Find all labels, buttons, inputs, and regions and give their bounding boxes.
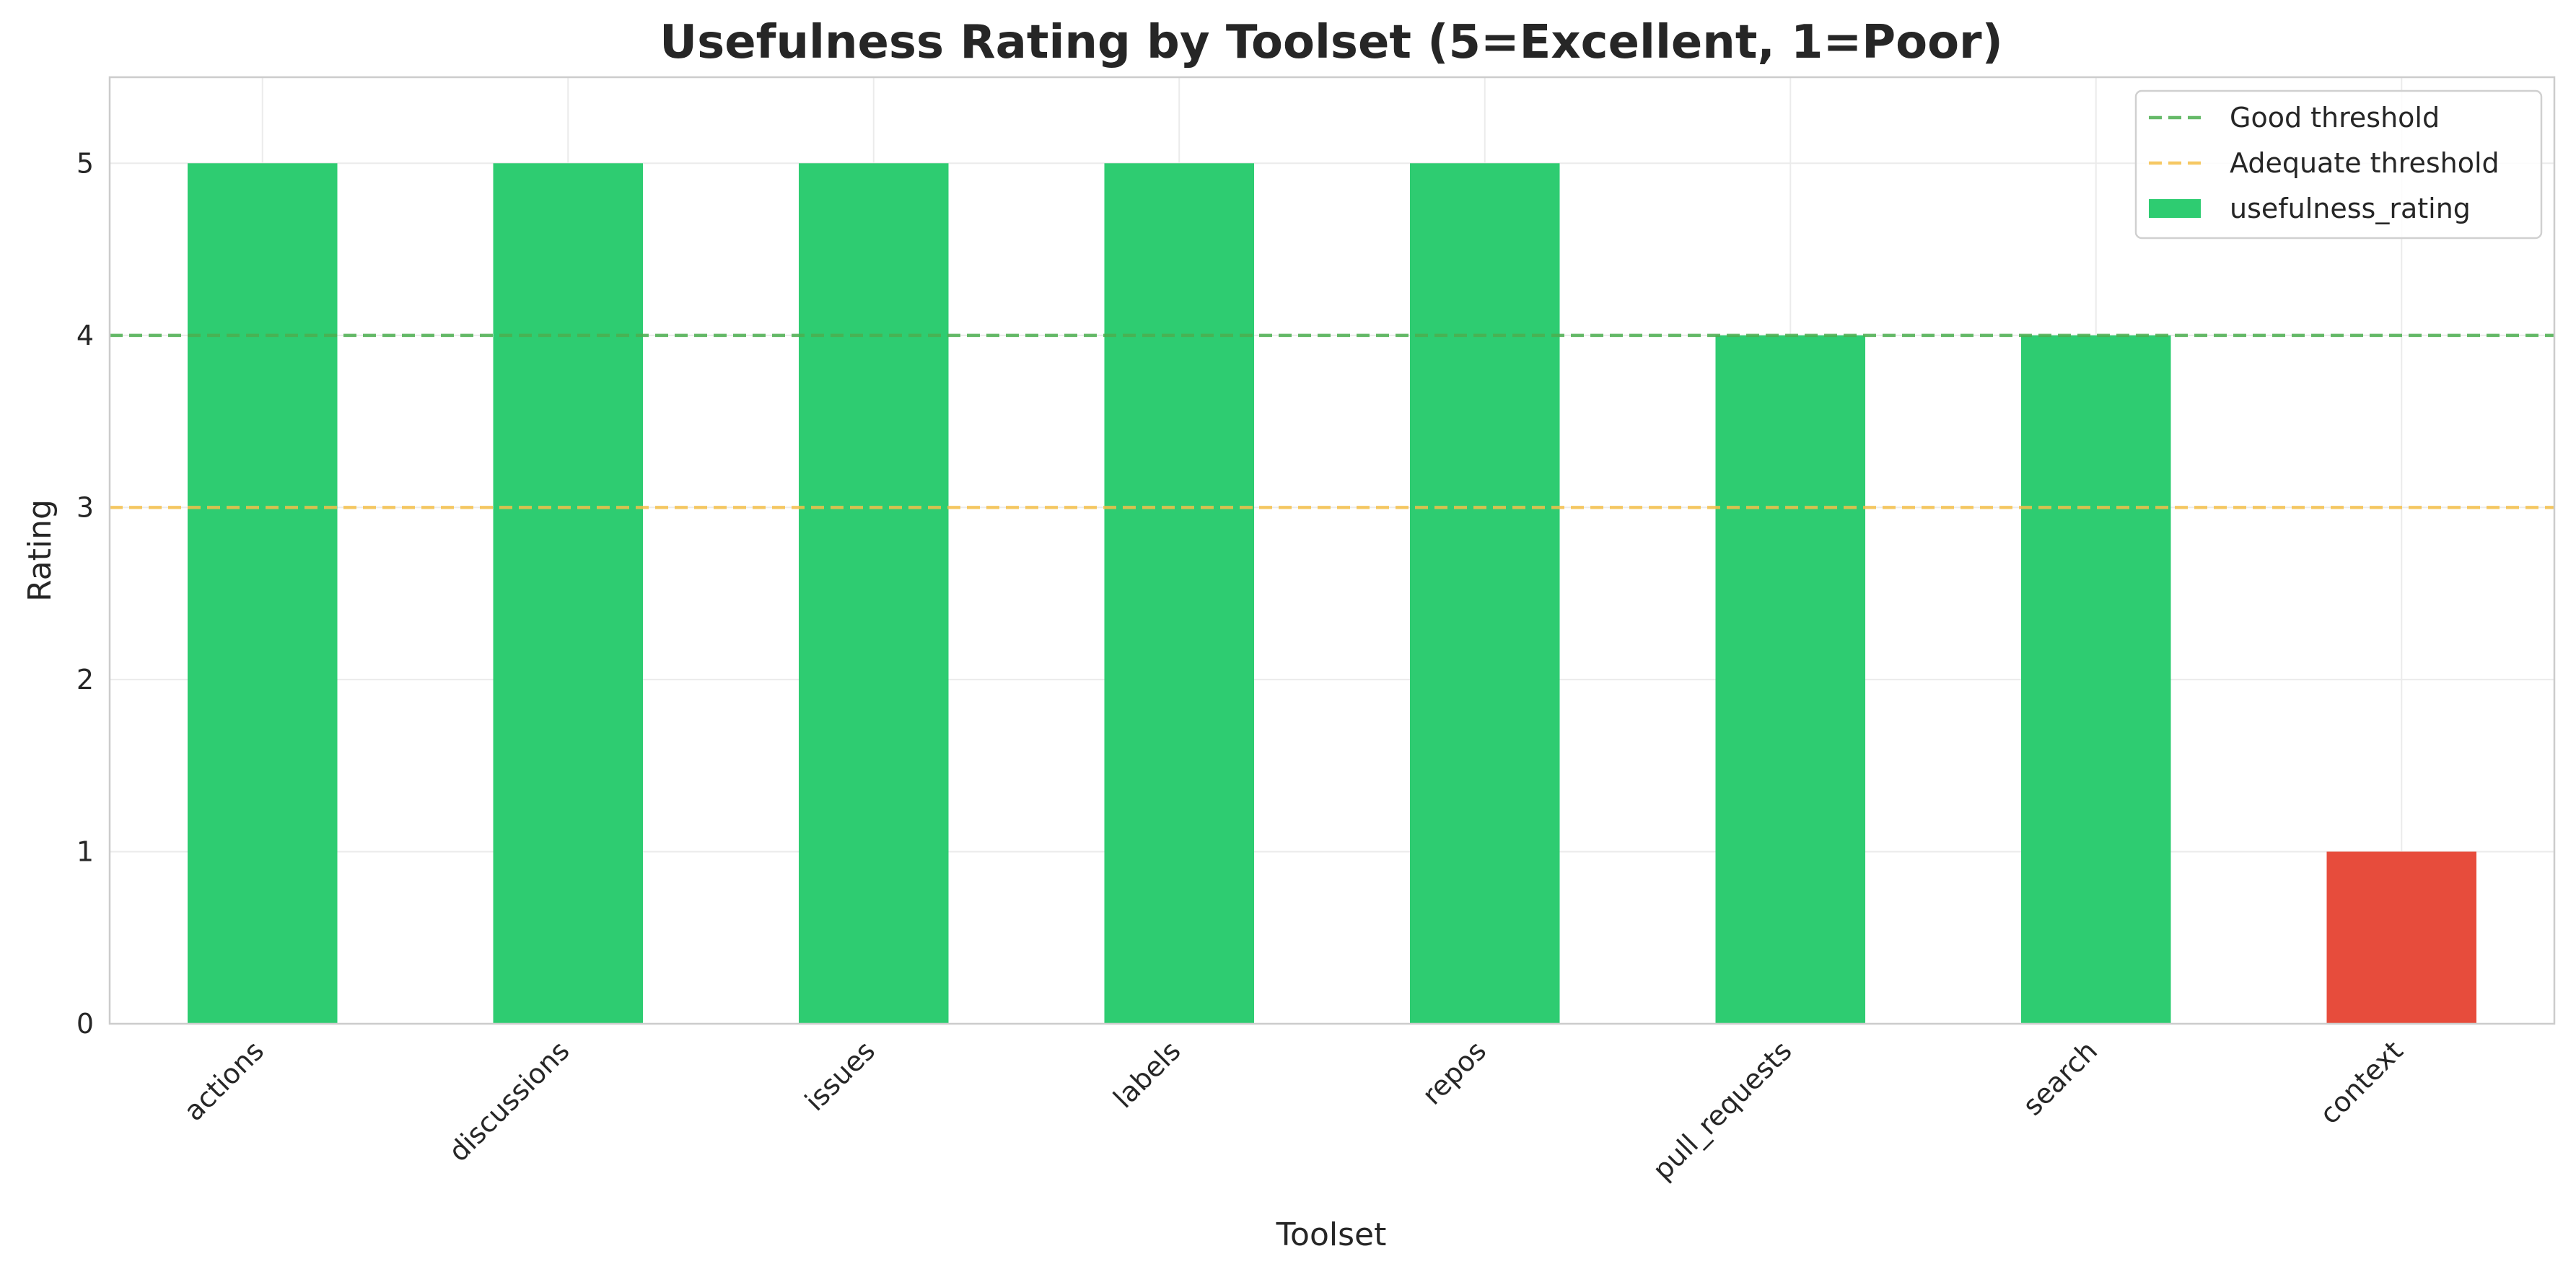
- y-axis-label: Rating: [22, 499, 58, 602]
- plot-frame: [108, 76, 2556, 1025]
- y-tick-label: 2: [76, 664, 94, 695]
- bar-pull_requests: [1715, 335, 1866, 1024]
- bar-labels: [1104, 163, 1255, 1024]
- legend-label: usefulness_rating: [2230, 193, 2471, 224]
- bar-context: [2326, 851, 2477, 1024]
- legend-label: Good threshold: [2230, 102, 2440, 133]
- y-tick-label: 1: [76, 835, 94, 867]
- y-tick-label: 3: [76, 491, 94, 523]
- x-axis-label: Toolset: [1276, 1216, 1387, 1253]
- bars: [187, 163, 2477, 1024]
- bar-search: [2020, 335, 2171, 1024]
- y-tick-label: 4: [76, 320, 94, 351]
- legend-box: [2134, 89, 2543, 240]
- chart-title: Usefulness Rating by Toolset (5=Excellen…: [660, 16, 2003, 69]
- bar-discussions: [493, 163, 644, 1024]
- legend-label: Adequate threshold: [2230, 147, 2500, 179]
- legend-swatch-bar: [2149, 199, 2201, 218]
- bar-actions: [187, 163, 338, 1024]
- legend: Good threshold Adequate threshold usefulne…: [2134, 89, 2543, 240]
- y-tick-label: 5: [76, 147, 94, 179]
- y-tick-label: 0: [76, 1008, 94, 1040]
- bar-repos: [1409, 163, 1560, 1024]
- bar-issues: [798, 163, 949, 1024]
- y-axis-ticks: 0 1 2 3 4 5: [76, 147, 94, 1040]
- reference-lines: [110, 333, 2554, 509]
